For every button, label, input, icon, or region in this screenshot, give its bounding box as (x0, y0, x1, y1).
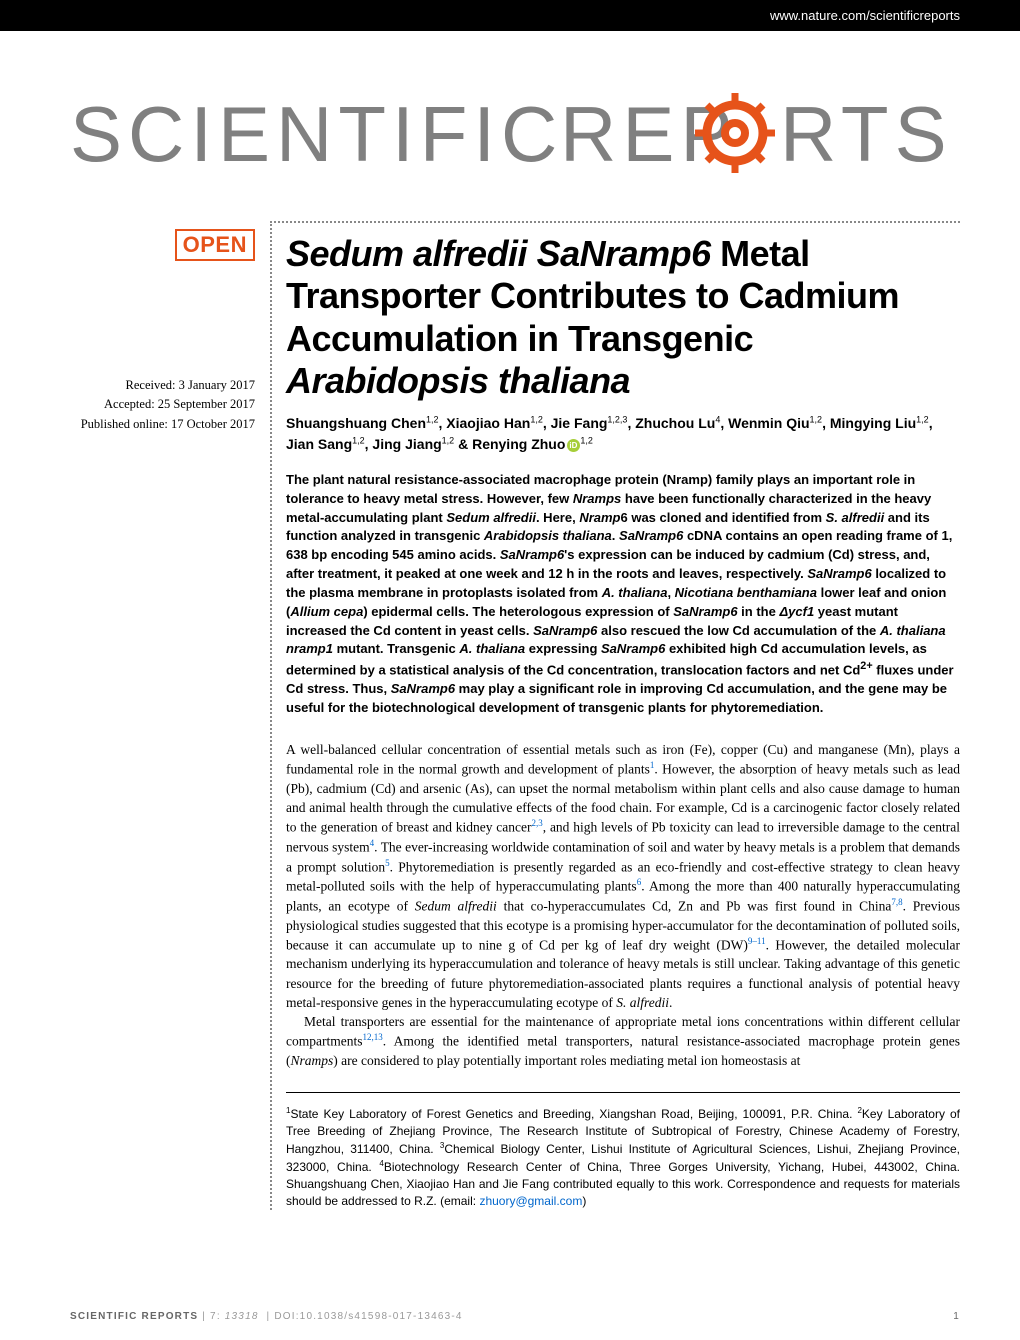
date-received: Received: 3 January 2017 (70, 376, 255, 395)
left-column: OPEN Received: 3 January 2017 Accepted: … (70, 221, 255, 1210)
page-number: 1 (953, 1311, 960, 1322)
date-published: Published online: 17 October 2017 (70, 415, 255, 434)
journal-logo: SCIENTIFIC REP RTS (0, 31, 1020, 221)
svg-text:RTS: RTS (780, 91, 950, 178)
article-title: Sedum alfredii SaNramp6 Metal Transporte… (286, 233, 960, 403)
body-paragraph-2: Metal transporters are essential for the… (286, 1012, 960, 1070)
body-paragraph-1: A well-balanced cellular concentration o… (286, 740, 960, 1012)
orcid-icon (567, 439, 580, 452)
publication-dates: Received: 3 January 2017 Accepted: 25 Se… (70, 376, 255, 434)
author-list: Shuangshuang Chen1,2, Xiaojiao Han1,2, J… (286, 413, 960, 455)
body-text: A well-balanced cellular concentration o… (286, 740, 960, 1070)
date-accepted: Accepted: 25 September 2017 (70, 395, 255, 414)
header-bar: www.nature.com/scientificreports (0, 0, 1020, 31)
page-footer: SCIENTIFIC REPORTS | 7: 13318 | DOI:10.1… (70, 1311, 960, 1322)
affiliations: 1State Key Laboratory of Forest Genetics… (286, 1092, 960, 1210)
main-column: Sedum alfredii SaNramp6 Metal Transporte… (270, 221, 960, 1210)
footer-citation: SCIENTIFIC REPORTS | 7: 13318 | DOI:10.1… (70, 1311, 463, 1322)
abstract: The plant natural resistance-associated … (286, 471, 960, 718)
svg-text:SCIENTIFIC: SCIENTIFIC (70, 91, 563, 178)
open-access-badge: OPEN (175, 229, 255, 261)
journal-url[interactable]: www.nature.com/scientificreports (770, 8, 960, 23)
content-area: OPEN Received: 3 January 2017 Accepted: … (0, 221, 1020, 1210)
scientific-reports-logo: SCIENTIFIC REP RTS (70, 91, 950, 186)
svg-text:REP: REP (560, 91, 738, 178)
